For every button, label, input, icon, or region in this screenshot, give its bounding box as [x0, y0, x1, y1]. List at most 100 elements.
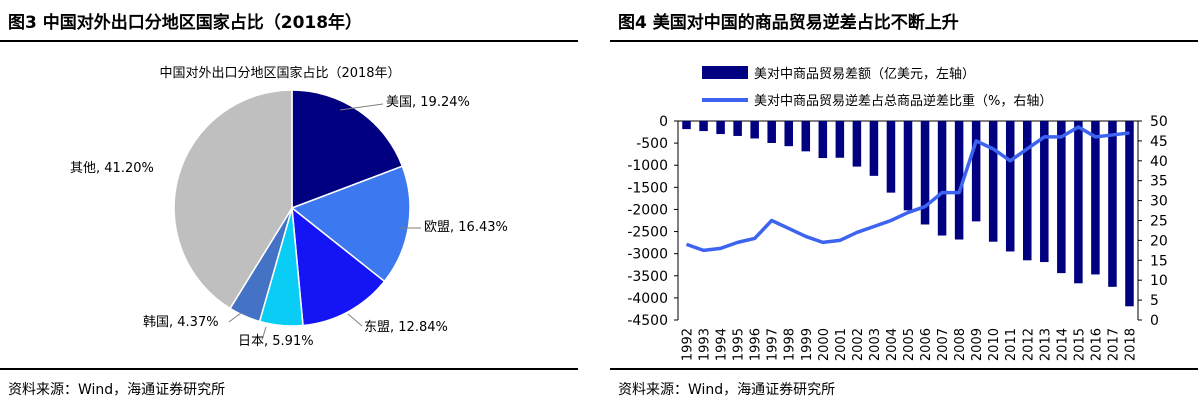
bar-2010 [989, 121, 998, 242]
combo-source-bar: 资料来源：Wind，海通证券研究所 [610, 368, 1198, 403]
trade-deficit-chart: 美对中商品贸易差额（亿美元，左轴） 美对中商品贸易逆差占总商品逆差比重（%，右轴）… [610, 0, 1198, 368]
x-tick-label: 2014 [1055, 328, 1070, 361]
pie-chart-title: 中国对外出口分地区国家占比（2018年） [159, 65, 400, 81]
bar-2009 [972, 121, 981, 221]
bar-2015 [1074, 121, 1083, 283]
x-tick-label: 2009 [970, 328, 985, 361]
bar-1997 [767, 121, 776, 143]
bar-2003 [870, 121, 879, 176]
pie-label-value-asean: , 12.84% [390, 320, 448, 335]
x-tick-label: 2018 [1123, 328, 1138, 361]
x-tick-label: 1994 [715, 328, 730, 361]
combo-source-text: 资料来源：Wind，海通证券研究所 [618, 379, 835, 399]
bar-2007 [938, 121, 947, 236]
bar-2005 [904, 121, 913, 210]
right-tick-label: 40 [1150, 154, 1168, 170]
pie-label-eu: 欧盟, 16.43% [424, 220, 508, 235]
bar-2002 [853, 121, 862, 167]
pie-leader-line-korea [229, 313, 241, 322]
bar-2011 [1006, 121, 1015, 251]
x-tick-label: 2012 [1021, 328, 1036, 361]
x-tick-label: 1999 [800, 328, 815, 361]
legend-swatch-bar [702, 66, 748, 79]
x-tick-label: 2015 [1072, 328, 1087, 361]
pie-label-asean: 东盟, 12.84% [364, 320, 448, 335]
pie-source-bar: 资料来源：Wind，海通证券研究所 [0, 368, 578, 403]
left-tick-label: -3500 [627, 269, 668, 285]
pie-label-us: 美国, 19.24% [386, 95, 470, 110]
x-tick-label: 2017 [1106, 328, 1121, 361]
left-tick-label: -2000 [627, 202, 668, 218]
pie-label-japan: 日本, 5.91% [238, 334, 314, 349]
x-tick-label: 2013 [1038, 328, 1053, 361]
bar-1996 [750, 121, 759, 138]
pie-chart-panel: 图3 中国对外出口分地区国家占比（2018年） 中国对外出口分地区国家占比（20… [0, 0, 578, 401]
left-tick-label: 0 [659, 114, 668, 130]
right-tick-label: 5 [1150, 293, 1159, 309]
pie-label-value-korea: , 4.37% [169, 315, 219, 330]
right-tick-label: 35 [1150, 174, 1168, 190]
bar-2012 [1023, 121, 1032, 260]
x-tick-label: 2010 [987, 328, 1002, 361]
x-tick-label: 2011 [1004, 328, 1019, 361]
pie-label-value-eu: , 16.43% [450, 220, 508, 235]
x-tick-label: 2005 [902, 328, 917, 361]
x-tick-label: 2003 [868, 328, 883, 361]
right-tick-label: 10 [1150, 273, 1168, 289]
left-tick-label: -1000 [627, 158, 668, 174]
x-tick-label: 1993 [698, 328, 713, 361]
left-tick-label: -500 [636, 136, 668, 152]
x-tick-label: 1998 [783, 328, 798, 361]
x-tick-label: 2016 [1089, 328, 1104, 361]
pie-label-other: 其他, 41.20% [70, 161, 154, 176]
x-tick-label: 2002 [851, 328, 866, 361]
right-tick-label: 25 [1150, 214, 1168, 230]
x-tick-label: 1995 [732, 328, 747, 361]
right-tick-label: 20 [1150, 233, 1168, 249]
bar-2004 [887, 121, 896, 193]
bar-1999 [802, 121, 811, 151]
legend-label-bar: 美对中商品贸易差额（亿美元，左轴） [754, 67, 975, 82]
pie-label-name-asean: 东盟 [364, 320, 390, 335]
pie-leader-line-asean [348, 314, 362, 326]
bar-1992 [682, 121, 691, 129]
x-tick-label: 2006 [919, 328, 934, 361]
right-tick-label: 15 [1150, 253, 1168, 269]
bar-2016 [1091, 121, 1100, 274]
pie-label-name-japan: 日本 [238, 334, 264, 349]
bar-2014 [1057, 121, 1066, 273]
pie-chart: 中国对外出口分地区国家占比（2018年） 美国, 19.24% 欧盟, 16.43… [0, 0, 578, 368]
x-tick-label: 1996 [749, 328, 764, 361]
pie-label-name-korea: 韩国 [143, 315, 169, 330]
trade-deficit-panel: 图4 美国对中国的商品贸易逆差占比不断上升 美对中商品贸易差额（亿美元，左轴）美… [610, 0, 1198, 401]
x-tick-label: 1997 [766, 328, 781, 361]
bar-2000 [819, 121, 828, 158]
left-tick-label: -4500 [627, 313, 668, 329]
x-tick-label: 1992 [681, 328, 696, 361]
pie-label-name-us: 美国 [386, 95, 412, 110]
bar-2001 [836, 121, 845, 158]
pie-source-text: 资料来源：Wind，海通证券研究所 [8, 379, 225, 399]
x-tick-label: 2001 [834, 328, 849, 361]
left-tick-label: -4000 [627, 291, 668, 307]
x-tick-label: 2008 [953, 328, 968, 361]
bar-1994 [716, 121, 725, 134]
right-tick-label: 0 [1150, 313, 1159, 329]
x-tick-label: 2004 [885, 328, 900, 361]
legend-label-line: 美对中商品贸易逆差占总商品逆差比重（%，右轴） [754, 93, 1052, 109]
right-tick-label: 50 [1150, 114, 1168, 130]
left-tick-label: -1500 [627, 180, 668, 196]
x-tick-label: 2000 [817, 328, 832, 361]
pie-label-value-other: , 41.20% [96, 161, 154, 176]
bar-2017 [1108, 121, 1117, 287]
pie-label-value-us: , 19.24% [412, 95, 470, 110]
bar-1993 [699, 121, 708, 131]
right-tick-label: 45 [1150, 134, 1168, 150]
pie-label-korea: 韩国, 4.37% [143, 315, 219, 330]
pie-label-name-eu: 欧盟 [424, 220, 450, 235]
pie-label-name-other: 其他 [70, 161, 96, 176]
bar-1995 [733, 121, 742, 136]
x-tick-label: 2007 [936, 328, 951, 361]
bar-2018 [1125, 121, 1134, 306]
bar-1998 [784, 121, 793, 146]
